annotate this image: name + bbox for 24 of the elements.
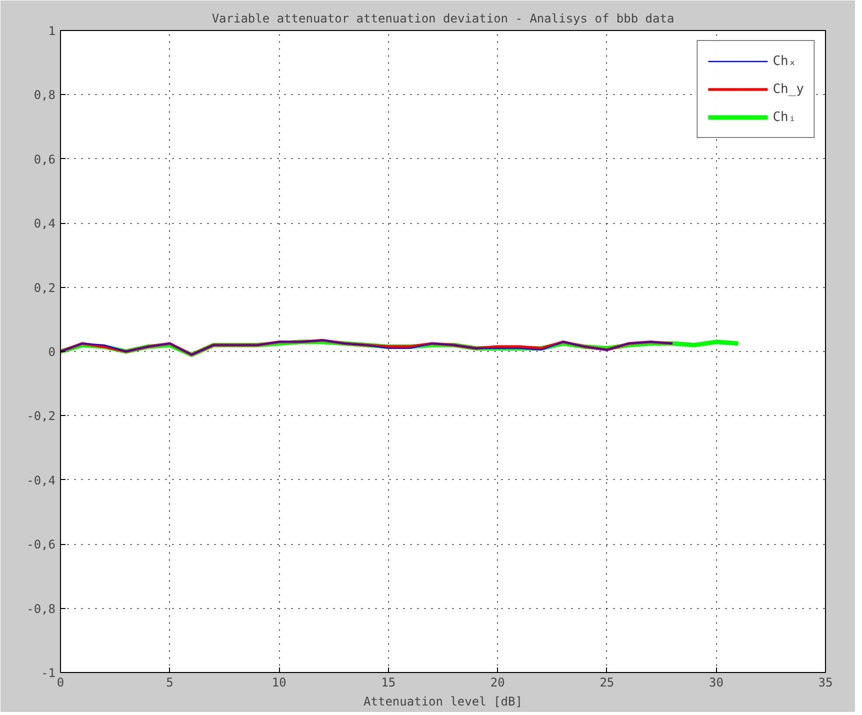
x-tick-label: 20 [490,676,505,690]
x-tick-label: 0 [56,676,64,690]
legend-label: Ch_y [772,80,804,98]
chart-title: Variable attenuator attenuation deviation - Analisys of bbb data [212,12,674,26]
x-axis-title: Attenuation level [dB] [364,694,522,708]
y-tick-label: 0,4 [34,216,56,231]
x-tick-label: 5 [166,676,174,690]
y-tick-label: -0,6 [26,538,56,552]
y-tick-label: 0 [48,345,56,359]
y-tick-label: 1 [48,24,56,38]
y-tick-label: -0,2 [26,409,56,424]
y-tick-label: -1 [41,666,56,680]
x-tick-label: 30 [708,676,724,690]
legend-label: Chᵢ [772,108,798,126]
x-tick-label: 25 [600,676,614,690]
y-tick-label: 0,6 [34,152,56,166]
x-tick-label: 10 [272,676,286,690]
y-tick-label: -0,8 [26,602,56,616]
x-tick-label: 35 [818,676,833,690]
y-tick-label: 0,2 [34,280,56,295]
y-tick-label: -0,4 [26,473,56,488]
x-tick-label: 15 [381,676,396,690]
legend-label: Chₓ [772,52,798,70]
y-tick-label: 0,8 [34,88,56,102]
